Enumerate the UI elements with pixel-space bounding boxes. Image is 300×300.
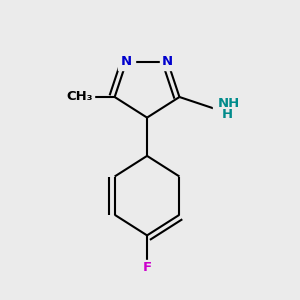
Bar (139, 260, 155, 276)
Bar (160, 54, 176, 70)
Bar (213, 94, 240, 124)
Bar (64, 89, 94, 105)
Text: H: H (222, 108, 233, 121)
Text: F: F (142, 261, 152, 274)
Text: CH₃: CH₃ (66, 91, 93, 103)
Text: N: N (162, 55, 173, 68)
Bar (118, 54, 134, 70)
Text: NH: NH (218, 97, 240, 110)
Text: N: N (121, 55, 132, 68)
